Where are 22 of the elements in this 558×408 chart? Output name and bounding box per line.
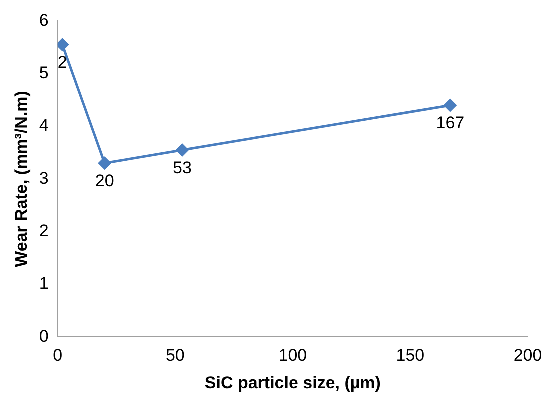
x-tick-label: 100: [278, 346, 308, 366]
point: [58, 38, 69, 52]
y-tick-label: 3: [39, 168, 49, 188]
point: [98, 157, 112, 170]
x-tick-label: 200: [514, 346, 542, 366]
y-tick-label: 6: [39, 10, 49, 30]
y-tick-label: 5: [39, 64, 49, 83]
y-tick-label: 2: [39, 222, 49, 241]
y-tick-label: 1: [39, 274, 49, 294]
point: [176, 144, 189, 156]
x-tick-label: 50: [166, 346, 185, 366]
point: [444, 99, 457, 112]
annotation: 20: [95, 172, 114, 191]
annotation: 167: [436, 114, 465, 133]
x-tick-label: 150: [396, 346, 425, 366]
y-tick-label: 4: [39, 116, 49, 136]
y-tick-label: 0: [39, 326, 49, 346]
annotation: 53: [172, 158, 192, 178]
x-tick-label: 0: [53, 346, 63, 366]
annotation: 2: [58, 53, 68, 72]
y-axis-title: Wear Rate, (mm³/N.m): [12, 91, 31, 268]
x-axis-title: SiC particle size, (µm): [204, 373, 381, 392]
